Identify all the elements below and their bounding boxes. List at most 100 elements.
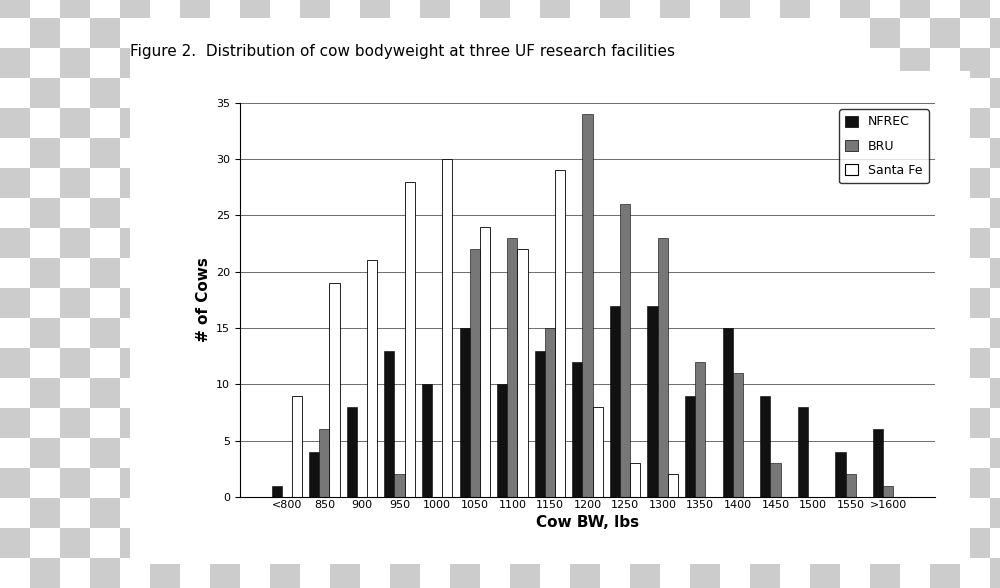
Bar [300,288,330,318]
Bar [750,48,780,78]
Bar [30,348,60,378]
Bar [690,198,720,228]
Bar [240,138,270,168]
Bar [450,558,480,588]
Bar [600,258,630,288]
Bar [180,468,210,498]
Bar [733,373,743,497]
Bar [690,138,720,168]
Bar [540,528,570,558]
Bar [960,408,990,438]
Bar [180,318,210,348]
Bar [420,468,450,498]
Bar [0,528,30,558]
Bar [600,408,630,438]
Bar [120,18,150,48]
Bar [535,350,545,497]
Bar [840,288,870,318]
Bar [720,198,750,228]
Bar [810,378,840,408]
Bar [540,18,570,48]
Bar [240,528,270,558]
Bar [840,78,870,108]
Bar [900,558,930,588]
Bar [330,0,360,18]
Bar [870,468,900,498]
Bar [630,168,660,198]
Bar [720,228,750,258]
Bar [990,408,1000,438]
Bar [647,306,658,497]
Bar [360,168,390,198]
Bar [300,348,330,378]
Bar [630,18,660,48]
Bar [300,168,330,198]
Bar [990,0,1000,18]
Bar [394,475,405,497]
Bar [840,198,870,228]
Bar [720,378,750,408]
Bar [750,528,780,558]
Bar [405,182,415,497]
Bar [347,407,357,497]
Bar [870,0,900,18]
Bar [990,258,1000,288]
Bar [780,0,810,18]
Bar [750,138,780,168]
Bar [810,0,840,18]
Bar [570,108,600,138]
Bar [0,258,30,288]
Bar [990,108,1000,138]
Bar [272,486,282,497]
Bar [90,318,120,348]
Bar [510,168,540,198]
Bar [180,18,210,48]
Bar [390,378,420,408]
Bar [360,558,390,588]
Bar [900,108,930,138]
Bar [600,0,630,18]
Bar [420,228,450,258]
Bar [810,198,840,228]
Bar [292,396,302,497]
Bar [450,258,480,288]
Bar [210,528,240,558]
Bar [270,258,300,288]
Bar [870,558,900,588]
Bar [0,318,30,348]
Bar [510,78,540,108]
Bar [0,438,30,468]
Bar [360,318,390,348]
Bar [300,468,330,498]
Bar [240,258,270,288]
Bar [990,318,1000,348]
Bar [750,258,780,288]
Bar [180,138,210,168]
Bar [210,258,240,288]
Bar [900,498,930,528]
Bar [780,348,810,378]
Bar [150,348,180,378]
Bar [540,378,570,408]
Bar [390,138,420,168]
Bar [300,108,330,138]
Bar [630,378,660,408]
Bar [300,258,330,288]
Bar [180,258,210,288]
Bar [600,198,630,228]
Bar [960,0,990,18]
Bar [360,378,390,408]
Bar [390,288,420,318]
Bar [90,558,120,588]
Bar [660,18,690,48]
Bar [120,258,150,288]
Bar [480,438,510,468]
Bar [840,498,870,528]
Bar [690,228,720,258]
Bar [150,468,180,498]
Bar [570,528,600,558]
Bar [210,318,240,348]
Bar [30,258,60,288]
Bar [150,198,180,228]
Bar [810,18,840,48]
